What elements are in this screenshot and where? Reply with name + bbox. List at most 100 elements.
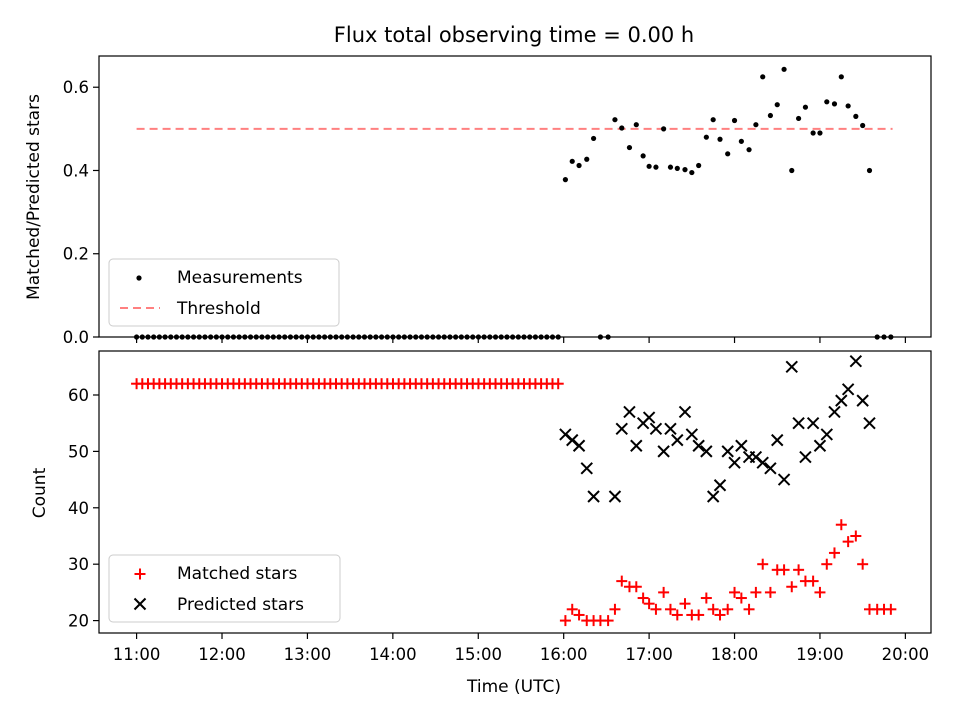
measurement-point xyxy=(453,334,459,340)
matched-star-point xyxy=(664,603,676,615)
matched-star-point xyxy=(602,615,614,627)
matched-star-point xyxy=(722,603,734,615)
predicted-star-point xyxy=(806,416,820,430)
matched-star-point xyxy=(778,564,790,576)
predicted-star-point xyxy=(828,405,841,419)
predicted-star-point xyxy=(649,422,663,436)
x-tick-label: 12:00 xyxy=(198,645,246,664)
legend-label-predicted: Predicted stars xyxy=(177,595,304,615)
x-tick-label: 15:00 xyxy=(454,645,502,664)
measurement-point xyxy=(310,334,316,340)
measurement-point xyxy=(242,334,248,340)
predicted-star-point xyxy=(657,445,670,458)
predicted-star-point xyxy=(671,433,684,447)
y-tick-label: 30 xyxy=(68,555,89,574)
predicted-star-point xyxy=(764,462,777,475)
measurement-point xyxy=(532,334,539,340)
cross-b xyxy=(133,597,147,611)
measurement-point xyxy=(696,162,702,169)
measurement-point xyxy=(881,334,887,340)
measurement-point xyxy=(781,66,787,72)
measurement-point xyxy=(265,334,271,340)
measurement-point xyxy=(145,334,151,340)
measurement-point xyxy=(253,334,259,340)
cross-b xyxy=(806,416,820,430)
cross-b xyxy=(685,428,699,441)
legend-label-measurements: Measurements xyxy=(177,268,303,288)
matched-star-point xyxy=(714,609,726,621)
measurement-point xyxy=(407,334,413,340)
measurement-point xyxy=(538,334,544,340)
measurement-point xyxy=(689,169,695,176)
matched-star-point xyxy=(643,598,655,610)
measurement-point xyxy=(549,334,556,340)
cross-b xyxy=(863,416,876,430)
measurement-point xyxy=(845,103,851,109)
measurement-point xyxy=(356,334,362,340)
measurement-point xyxy=(760,74,766,80)
measurement-point xyxy=(674,165,680,171)
cross-b xyxy=(721,445,734,458)
measurement-point xyxy=(390,334,396,340)
predicted-star-point xyxy=(587,490,600,503)
cross-b xyxy=(559,428,572,441)
measurement-point xyxy=(441,334,447,340)
cross-b xyxy=(657,445,670,458)
cross-b xyxy=(792,416,805,430)
measurement-point xyxy=(605,334,611,340)
measurement-point xyxy=(299,334,305,340)
measurement-point xyxy=(236,334,242,340)
legend-label-threshold: Threshold xyxy=(176,299,261,319)
measurement-point xyxy=(521,334,527,340)
measurement-point xyxy=(590,135,597,142)
predicted-star-point xyxy=(835,394,848,407)
measurement-point xyxy=(703,134,709,140)
matched-star-point xyxy=(857,558,869,570)
y-tick-label: 0.6 xyxy=(63,78,89,97)
legend-label-matched: Matched stars xyxy=(177,564,297,584)
matched-star-point xyxy=(609,603,621,615)
y-tick-label: 50 xyxy=(68,442,89,461)
measurement-point xyxy=(219,334,225,340)
cross-b xyxy=(608,490,622,503)
legend-predicted-marker xyxy=(133,597,147,611)
measurement-point xyxy=(447,334,453,340)
x-tick-label: 18:00 xyxy=(711,645,759,664)
measurement-point xyxy=(361,334,368,340)
measurement-point xyxy=(247,334,254,340)
predicted-star-point xyxy=(580,462,593,475)
measurement-point xyxy=(853,113,859,119)
legend: Matched stars Predicted stars xyxy=(108,554,341,623)
predicted-star-point xyxy=(849,354,863,368)
measurement-point xyxy=(682,167,688,173)
matched-star-point xyxy=(793,564,805,576)
measurement-point xyxy=(831,101,838,107)
matched-star-point xyxy=(850,530,862,542)
measurement-point xyxy=(612,117,618,123)
measurement-point xyxy=(413,334,419,340)
measurement-point xyxy=(225,334,231,340)
measurement-point xyxy=(824,99,830,105)
measurement-point xyxy=(584,156,590,162)
matched-star-point xyxy=(786,581,798,593)
measurement-point xyxy=(487,334,493,340)
matched-star-point xyxy=(637,592,649,604)
predicted-star-point xyxy=(713,479,727,492)
predicted-star-point xyxy=(706,490,720,503)
measurement-point xyxy=(640,153,646,159)
measurement-point xyxy=(327,334,333,340)
measurement-point xyxy=(139,334,145,340)
cross-b xyxy=(642,411,656,424)
predicted-star-point xyxy=(615,422,628,436)
matched-star-point xyxy=(757,558,769,570)
measurement-point xyxy=(430,334,436,340)
measurement-point xyxy=(418,334,425,340)
measurement-point xyxy=(259,334,265,340)
x-tick-label: 19:00 xyxy=(796,645,844,664)
measurement-point xyxy=(527,334,533,340)
x-axis-label: Time (UTC) xyxy=(466,677,561,697)
predicted-star-point xyxy=(642,411,656,424)
measurement-point xyxy=(753,122,759,128)
measurement-point xyxy=(208,334,214,340)
y-tick-label: 0.4 xyxy=(63,161,89,180)
